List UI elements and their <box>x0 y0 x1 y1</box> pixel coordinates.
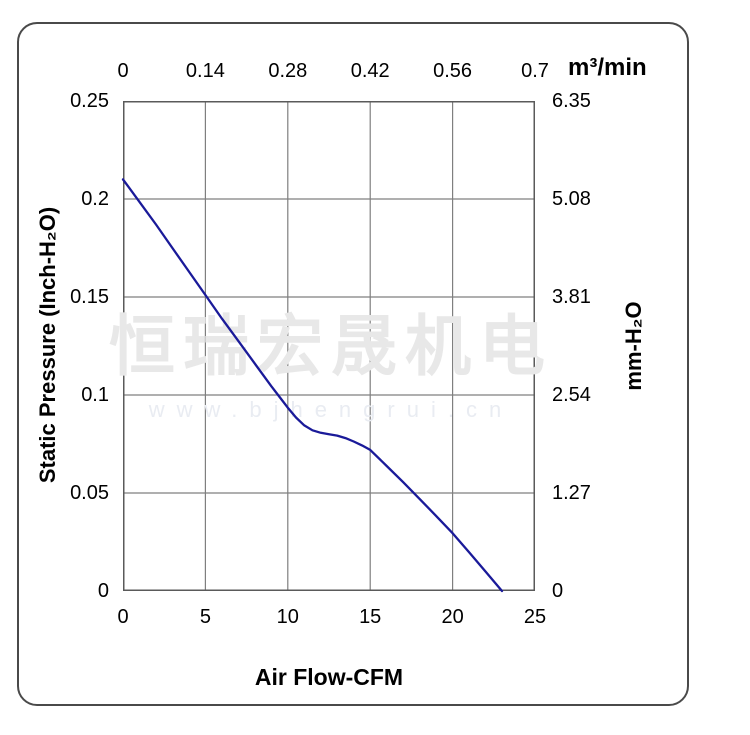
right-tick-label: 3.81 <box>552 286 591 308</box>
plot-grid <box>123 101 535 591</box>
left-tick-label: 0 <box>97 580 109 602</box>
bottom-tick-label: 15 <box>359 606 382 628</box>
left-tick-label: 0.15 <box>70 286 109 308</box>
right-tick-label: 1.27 <box>552 482 591 504</box>
chart-card-border <box>17 22 689 706</box>
top-tick-label: 0.56 <box>433 60 473 82</box>
top-tick-label: 0.42 <box>350 60 390 82</box>
top-axis-unit-label: m³/min <box>568 54 647 81</box>
left-tick-label: 0.05 <box>70 482 109 504</box>
right-tick-label: 2.54 <box>552 384 591 406</box>
bottom-tick-label: 5 <box>199 606 211 628</box>
bottom-tick-label: 0 <box>117 606 129 628</box>
right-tick-label: 0 <box>552 580 564 602</box>
right-tick-label: 5.08 <box>552 188 591 210</box>
pressure-flow-curve <box>121 178 504 593</box>
watermark-company-name: 恒瑞宏晟机电 <box>109 309 553 383</box>
bottom-axis-title: Air Flow-CFM <box>254 664 404 690</box>
bottom-tick-label: 10 <box>276 606 299 628</box>
left-tick-label: 0.1 <box>81 384 109 406</box>
top-tick-label: 0.28 <box>268 60 308 82</box>
watermark-website-url: www.bjhengrui.cn <box>148 397 514 422</box>
bottom-tick-label: 20 <box>441 606 464 628</box>
bottom-tick-label: 25 <box>523 606 547 628</box>
left-tick-label: 0.25 <box>70 90 109 112</box>
right-tick-label: 6.35 <box>552 90 591 112</box>
top-tick-label: 0.7 <box>521 60 549 82</box>
top-tick-label: 0 <box>117 60 129 82</box>
left-tick-label: 0.2 <box>81 188 109 210</box>
top-tick-label: 0.14 <box>185 60 225 82</box>
right-axis-title: mm-H₂O <box>621 301 646 391</box>
left-axis-title: Static Pressure (Inch-H₂O) <box>35 206 60 484</box>
